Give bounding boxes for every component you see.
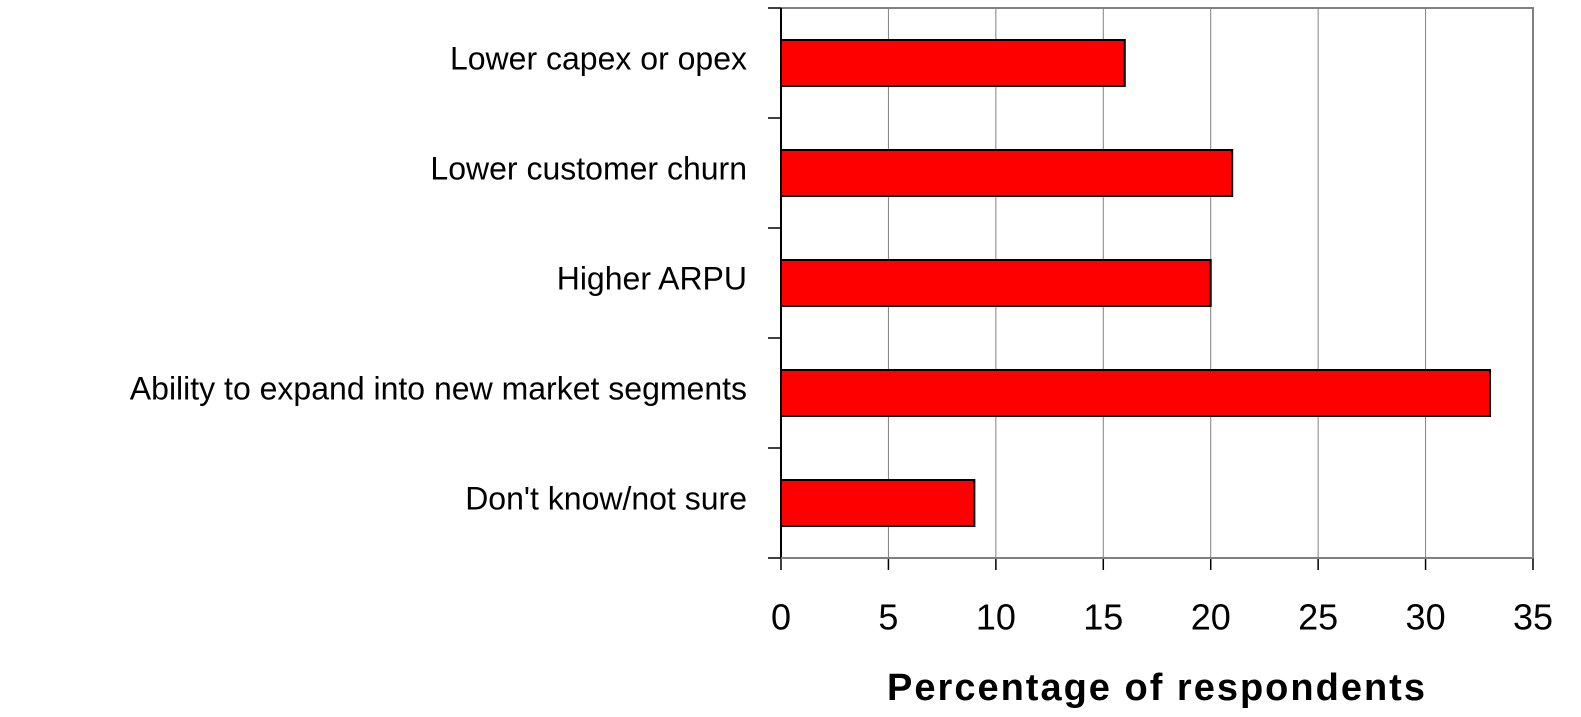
bar [780, 479, 976, 527]
x-tick-label: 30 [1406, 597, 1446, 638]
y-tick-label: Ability to expand into new market segmen… [130, 370, 747, 406]
y-tick-label: Higher ARPU [557, 260, 747, 296]
bar [780, 369, 1492, 417]
x-tick-label: 20 [1191, 597, 1231, 638]
x-tick-label: 5 [878, 597, 898, 638]
x-tick-label: 10 [976, 597, 1016, 638]
x-tick-label: 25 [1298, 597, 1338, 638]
bar [780, 149, 1234, 197]
x-axis-title: Percentage of respondents [887, 667, 1427, 709]
y-tick-label: Lower customer churn [430, 150, 747, 186]
plot-frame [781, 7, 1534, 558]
bar [780, 39, 1126, 87]
x-tick-label: 35 [1513, 597, 1553, 638]
x-tick-label: 15 [1083, 597, 1123, 638]
y-tick-label: Don't know/not sure [465, 480, 747, 516]
bar [780, 259, 1212, 307]
y-tick-label: Lower capex or opex [450, 40, 747, 76]
x-tick-label: 0 [771, 597, 791, 638]
